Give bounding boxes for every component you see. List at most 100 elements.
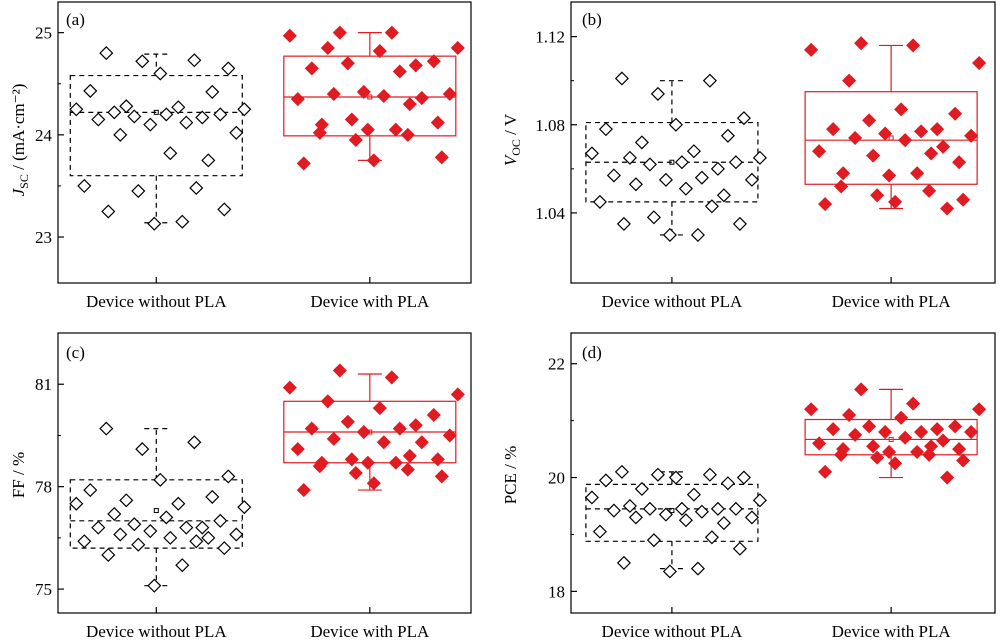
data-point: [91, 112, 106, 127]
data-point: [906, 396, 921, 411]
data-point: [402, 448, 417, 463]
y-tick-label: 1.12: [535, 28, 565, 47]
data-point: [392, 64, 407, 79]
data-point: [372, 401, 387, 416]
data-point: [304, 421, 319, 436]
data-point: [720, 476, 735, 491]
x-tick-label: Device without PLA: [86, 292, 227, 311]
data-point: [175, 558, 190, 573]
x-tick-label: Device with PLA: [310, 622, 430, 641]
y-tick-label: 25: [35, 24, 52, 43]
data-point: [922, 183, 937, 198]
data-point: [972, 402, 987, 417]
chart-panel-c: (c) 75 78 81 FF / % Device without PLA Device …: [9, 332, 472, 641]
data-point: [674, 501, 689, 516]
data-point: [131, 183, 146, 199]
panel-label: (a): [66, 10, 85, 29]
data-point: [450, 40, 465, 56]
data-point: [131, 537, 146, 552]
data-point: [854, 36, 869, 51]
data-point: [940, 470, 955, 485]
series-without-pla: Device without PLA: [584, 71, 767, 311]
data-point: [728, 501, 743, 516]
series-with-pla: Device with PLA: [804, 382, 987, 641]
data-point: [348, 132, 363, 147]
data-point: [878, 424, 893, 440]
data-point: [304, 61, 319, 76]
series-with-pla: Device with PLA: [282, 363, 465, 641]
data-point: [189, 180, 204, 196]
data-point: [948, 419, 963, 434]
data-point: [69, 496, 84, 511]
data-point: [842, 73, 857, 88]
data-point: [674, 155, 689, 170]
data-point: [135, 442, 150, 457]
data-point: [348, 465, 363, 481]
data-point: [290, 442, 305, 457]
chart-panel-b: (b) 1.04 1.08 1.12 VOC / V Device without PLA…: [501, 1, 996, 311]
data-point: [862, 113, 877, 128]
data-point: [732, 541, 747, 556]
y-tick-label: 18: [548, 582, 565, 601]
data-point: [716, 188, 731, 203]
data-point: [217, 541, 232, 556]
data-point: [434, 150, 449, 165]
data-point: [344, 112, 359, 127]
data-point: [187, 53, 202, 68]
data-point: [956, 192, 971, 207]
data-point: [584, 146, 599, 161]
data-point: [694, 504, 709, 519]
data-point: [598, 473, 613, 488]
data-point: [147, 578, 162, 593]
x-tick-label: Device with PLA: [832, 622, 952, 641]
data-point: [400, 462, 415, 477]
mean-marker: [367, 94, 373, 100]
data-point: [614, 71, 629, 86]
data-point: [592, 194, 607, 209]
chart-panel-d: (d) 18 20 22 PCE / % Device without PLA Device…: [501, 332, 996, 641]
data-point: [77, 534, 92, 549]
data-point: [870, 450, 885, 465]
data-point: [910, 444, 925, 459]
data-point: [616, 555, 631, 570]
data-point: [229, 527, 244, 542]
data-point: [229, 125, 244, 140]
data-point: [282, 28, 297, 43]
data-point: [143, 117, 158, 132]
data-point: [221, 61, 236, 76]
panel-label: (b): [582, 10, 602, 29]
data-point: [326, 86, 341, 102]
panel-label: (d): [582, 343, 602, 362]
data-point: [282, 380, 297, 395]
data-point: [752, 150, 767, 165]
data-point: [147, 216, 162, 231]
data-point: [159, 107, 174, 122]
data-point: [826, 422, 841, 437]
data-point: [408, 418, 423, 433]
box-iqr: [283, 55, 457, 137]
data-point: [842, 407, 857, 422]
data-point: [201, 530, 216, 545]
y-axis-label: JSC / (mA·cm⁻²): [9, 84, 31, 197]
data-point: [159, 510, 174, 525]
mean-marker: [888, 135, 894, 141]
data-point: [924, 146, 939, 161]
y-axis-label: PCE / %: [501, 446, 520, 505]
data-point: [662, 564, 677, 579]
data-point: [948, 106, 963, 121]
data-point: [936, 139, 951, 154]
data-point: [320, 394, 335, 409]
data-point: [450, 387, 465, 402]
data-point: [340, 56, 355, 71]
series-without-pla: Device without PLA: [69, 46, 252, 311]
data-point: [634, 481, 649, 496]
data-point: [964, 128, 979, 143]
mean-marker: [153, 508, 159, 514]
data-point: [376, 435, 391, 450]
data-point: [163, 530, 178, 545]
data-point: [221, 469, 236, 484]
data-point: [442, 86, 457, 102]
data-point: [414, 435, 429, 450]
data-point: [384, 370, 399, 385]
data-point: [107, 506, 122, 522]
